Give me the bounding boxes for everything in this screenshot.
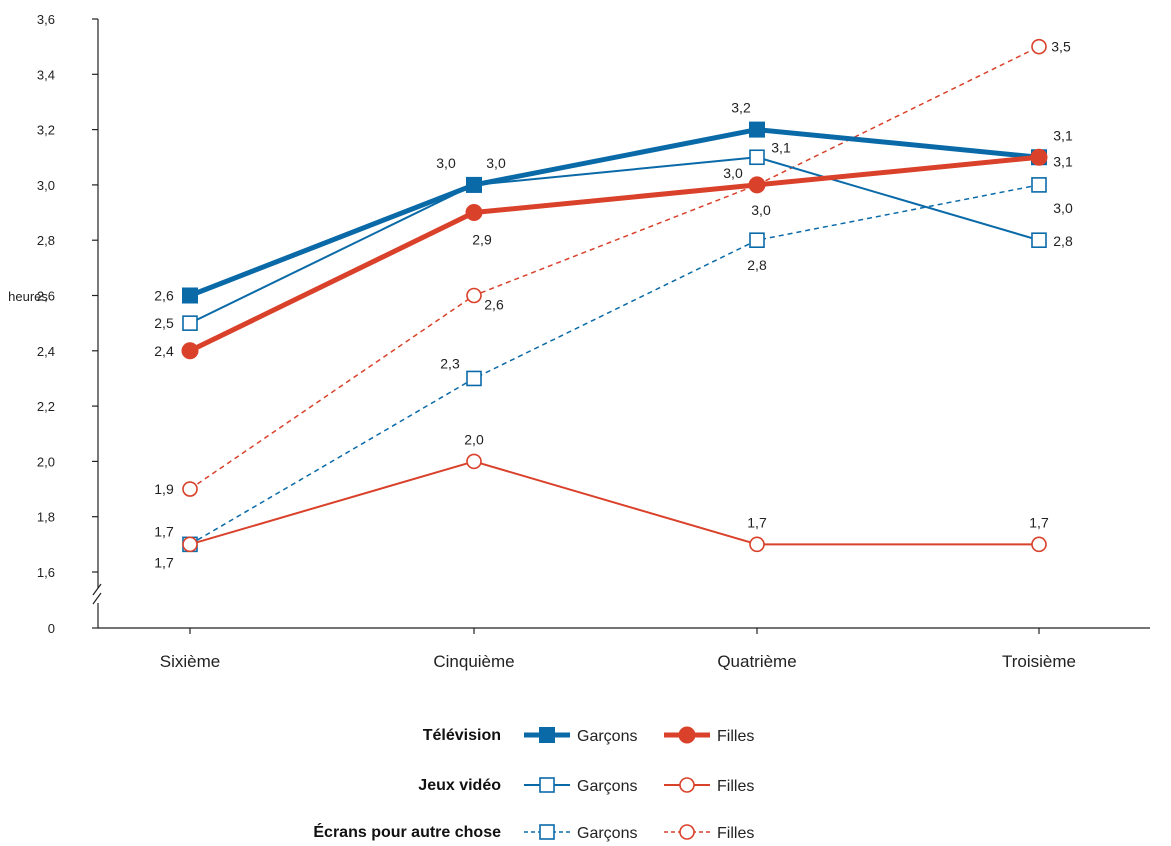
y-tick-label: 3,2 [37, 123, 55, 138]
y-tick-label: 2,4 [37, 344, 55, 359]
data-label: 2,6 [484, 297, 504, 313]
data-point [182, 481, 198, 497]
series-t-l-vision-gar-ons [182, 121, 1047, 304]
data-label: 1,7 [154, 554, 174, 570]
data-label: 2,5 [154, 315, 174, 331]
data-label: 2,8 [1053, 233, 1073, 249]
data-point [466, 370, 482, 387]
series--crans-pour-autre-chose-filles [182, 38, 1047, 497]
data-label: 3,2 [731, 100, 751, 116]
y-tick-label: 3,4 [37, 67, 55, 82]
x-tick-label: Quatrième [717, 652, 796, 671]
y-tick-label: 3,0 [37, 178, 55, 193]
x-tick-label: Cinquième [433, 652, 514, 671]
data-label: 3,1 [771, 139, 791, 155]
x-tick-label: Sixième [160, 652, 220, 671]
data-label: 3,0 [1053, 200, 1073, 216]
data-label: 2,3 [440, 355, 460, 371]
data-label: 2,8 [747, 257, 767, 273]
series-t-l-vision-filles [181, 148, 1048, 360]
data-point [1031, 177, 1047, 193]
data-point [1030, 148, 1048, 166]
y-axis-label: heures [8, 289, 48, 304]
data-label: 3,5 [1051, 39, 1071, 55]
data-point [749, 149, 765, 166]
series-line [189, 127, 1040, 298]
series-jeux-vid-o-gar-ons [182, 149, 1047, 331]
data-point [1031, 536, 1047, 553]
legend-group-label: Télévision [423, 727, 501, 744]
data-label: 3,1 [1053, 153, 1073, 169]
data-point [466, 453, 482, 470]
data-label: 2,0 [464, 431, 484, 447]
legend-item-label: Garçons [577, 728, 637, 745]
legend-marker [539, 727, 555, 743]
data-point [1031, 38, 1047, 55]
series--crans-pour-autre-chose-gar-ons [182, 177, 1047, 553]
data-label: 2,9 [472, 232, 492, 248]
data-label: 2,4 [154, 343, 174, 359]
legend-marker [679, 824, 695, 840]
y-tick-label: 1,8 [37, 510, 55, 525]
data-label: 3,0 [486, 155, 506, 171]
y-tick-label: 1,6 [37, 565, 55, 580]
data-point [466, 287, 482, 304]
data-point [181, 342, 199, 360]
data-label: 3,0 [751, 202, 771, 218]
series-line [189, 184, 1040, 545]
y-tick-label: 3,6 [37, 12, 55, 27]
series-jeux-vid-o-filles [182, 453, 1047, 553]
series-line [189, 45, 1040, 490]
data-label: 3,1 [1053, 127, 1073, 143]
legend-marker [539, 777, 555, 793]
data-point [182, 536, 198, 553]
data-point [749, 232, 765, 248]
legend-item-label: Filles [717, 778, 754, 795]
legend-marker [539, 824, 555, 840]
axis-break-mark [92, 583, 102, 596]
data-label: 1,7 [747, 514, 767, 530]
axis-break-mark [92, 592, 102, 605]
legend-group-label: Écrans pour autre chose [313, 822, 501, 841]
series-line [188, 154, 1040, 354]
data-label: 3,0 [723, 165, 743, 181]
legend-marker [678, 726, 696, 744]
data-label: 1,7 [154, 523, 174, 539]
data-label: 3,0 [436, 155, 456, 171]
data-label: 1,7 [1029, 514, 1049, 530]
data-point [465, 204, 483, 222]
series-line [189, 460, 1039, 546]
legend-group-label: Jeux vidéo [418, 777, 501, 794]
legend-item-label: Garçons [577, 778, 637, 795]
x-tick-label: Troisième [1002, 652, 1076, 671]
legend-item-label: Filles [717, 825, 754, 842]
legend-item-label: Garçons [577, 825, 637, 842]
legend-marker [679, 777, 695, 793]
data-point [749, 121, 765, 138]
data-point [1031, 232, 1047, 248]
data-label: 2,6 [154, 288, 174, 304]
y-tick-label: 0 [48, 621, 55, 636]
y-tick-label: 2,2 [37, 399, 55, 414]
legend-item-label: Filles [717, 728, 754, 745]
data-point [466, 176, 482, 193]
y-tick-label: 2,0 [37, 454, 55, 469]
series-line [189, 156, 1040, 325]
y-tick-label: 2,6 [37, 289, 55, 304]
data-label: 1,9 [154, 481, 174, 497]
data-point [748, 176, 766, 194]
data-point [749, 536, 765, 553]
y-tick-label: 2,8 [37, 233, 55, 248]
data-point [182, 315, 198, 331]
data-point [182, 287, 198, 304]
